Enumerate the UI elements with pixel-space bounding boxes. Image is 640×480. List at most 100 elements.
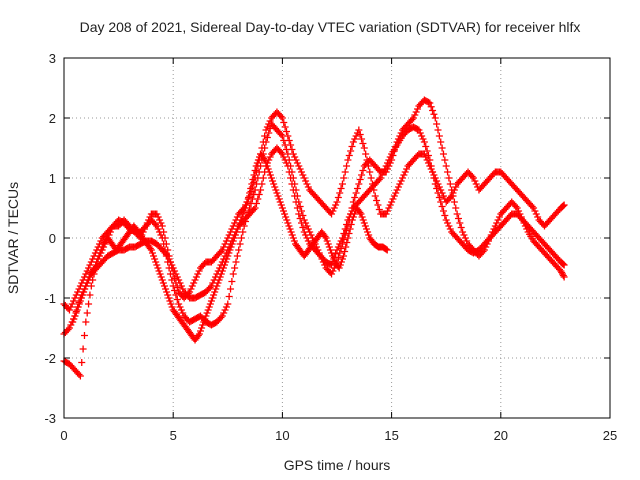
data-point [82,318,90,326]
data-point [389,152,397,159]
data-point [236,240,244,248]
data-point [204,306,212,314]
data-point [495,213,503,221]
data-point [292,186,300,194]
data-point [166,258,174,266]
data-point [295,198,303,206]
data-point [233,252,241,260]
data-point [303,222,311,230]
data-point [214,279,222,287]
data-point [438,203,446,210]
data-point [194,270,202,278]
data-point [393,138,401,146]
data-point [333,198,341,206]
data-point [368,180,376,188]
data-point [221,261,229,269]
data-point [382,210,390,218]
data-point [454,215,462,222]
data-point [67,303,75,311]
data-point [338,240,346,248]
data-point [217,248,225,255]
data-point [186,288,194,296]
data-point [75,300,83,308]
data-point [184,290,192,297]
data-point [358,135,366,143]
data-point [191,276,199,284]
data-point [558,203,566,210]
data-point [414,125,422,133]
data-point [164,291,172,299]
data-point [493,219,501,227]
data-point [83,279,91,287]
data-point [335,264,343,272]
data-point [250,171,258,179]
data-point [141,225,149,233]
data-point [300,174,308,182]
data-point [81,285,89,293]
data-point [275,195,283,203]
data-point [351,194,359,201]
data-point [91,264,99,272]
data-point [323,237,331,245]
data-point [228,278,236,285]
data-point [289,234,297,242]
data-point [267,174,275,182]
data-point [377,174,385,182]
data-point [302,219,310,227]
data-point [390,147,398,155]
data-point [71,312,79,320]
data-point [356,176,364,183]
data-point [340,174,348,182]
data-point [167,300,175,308]
data-point [485,237,493,245]
data-point [348,143,356,150]
data-point [154,213,162,221]
data-point [142,222,150,230]
data-point [532,210,540,218]
data-point [284,132,292,140]
data-point [152,258,160,266]
data-point [357,210,365,218]
data-point [201,315,209,323]
data-point [218,312,226,320]
data-point [78,359,86,366]
data-point [277,149,285,156]
data-point [468,173,476,180]
data-point [360,144,368,152]
data-point [338,180,346,188]
data-point [528,203,536,210]
data-point [334,254,342,261]
data-point [209,294,217,302]
data-point [227,228,235,236]
data-point [375,176,383,183]
data-point [389,195,397,203]
data-point [296,165,304,173]
data-point [239,210,247,218]
data-point [76,372,84,380]
data-point [427,165,435,173]
data-point [559,272,567,279]
x-axis-label: GPS time / hours [284,457,391,473]
data-point [359,216,367,224]
data-point [429,107,437,114]
data-point [192,273,200,281]
data-point [143,219,151,227]
data-point [168,264,176,272]
data-point [154,264,162,272]
data-point [397,129,405,137]
data-point [222,237,230,245]
data-point [166,297,174,305]
data-point [519,216,527,224]
data-point [352,132,360,140]
data-point [160,228,168,236]
data-point [235,222,243,230]
data-point [531,207,539,215]
data-point [351,135,359,143]
data-point [220,243,228,251]
data-point [328,210,336,218]
data-point [299,224,307,231]
data-point [349,213,357,221]
data-point [446,194,454,201]
data-point [293,192,301,200]
data-point [491,222,499,230]
